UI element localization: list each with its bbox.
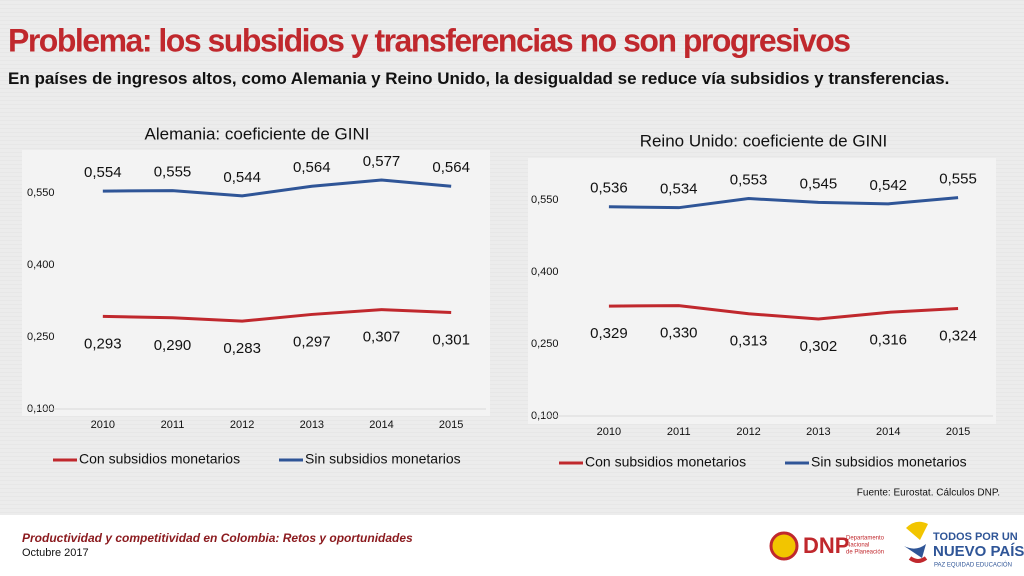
- legend-label: Sin subsidios monetarios: [305, 451, 461, 467]
- data-label: 0,555: [939, 171, 977, 188]
- data-label: 0,302: [800, 338, 838, 355]
- x-tick-label: 2011: [667, 426, 691, 438]
- x-tick-label: 2015: [439, 419, 463, 431]
- data-label: 0,283: [223, 340, 261, 357]
- data-label: 0,307: [363, 329, 401, 346]
- data-label: 0,555: [154, 164, 192, 181]
- x-tick-label: 2013: [300, 419, 324, 431]
- y-tick-label: 0,550: [27, 187, 55, 199]
- y-tick-label: 0,550: [531, 194, 559, 206]
- x-tick-label: 2013: [806, 426, 830, 438]
- data-label: 0,545: [800, 175, 838, 192]
- legend-label: Con subsidios monetarios: [585, 454, 746, 470]
- logo-text: PAZ EQUIDAD EDUCACIÓN: [934, 562, 1012, 569]
- data-label: 0,536: [590, 180, 628, 197]
- chart-title: Reino Unido: coeficiente de GINI: [640, 131, 888, 150]
- logo-text: Nacional: [846, 543, 869, 549]
- logo-text: NUEVO PAÍS: [933, 543, 1024, 560]
- series-line: [102, 178, 452, 198]
- dnp-logo: DNP Departamento Nacional de Planeación: [769, 531, 885, 561]
- data-label: 0,301: [432, 331, 470, 348]
- footer-title: Productividad y competitividad en Colomb…: [22, 531, 413, 545]
- y-tick-label: 0,250: [27, 331, 55, 343]
- x-tick-label: 2012: [736, 426, 760, 438]
- x-tick-label: 2012: [230, 419, 254, 431]
- legend-label: Con subsidios monetarios: [79, 451, 240, 467]
- slide-title: Problema: los subsidios y transferencias…: [8, 22, 850, 58]
- logo-text: TODOS POR UN: [933, 531, 1018, 543]
- x-tick-label: 2014: [369, 419, 393, 431]
- data-label: 0,293: [84, 335, 122, 352]
- source: Fuente: Eurostat. Cálculos DNP.: [857, 488, 1000, 499]
- series-line: [608, 196, 959, 210]
- legend-label: Sin subsidios monetarios: [811, 454, 967, 470]
- data-label: 0,297: [293, 333, 331, 350]
- data-label: 0,316: [869, 331, 907, 348]
- data-label: 0,324: [939, 327, 977, 344]
- logo-shape: [908, 556, 928, 563]
- logo-text: Departamento: [846, 536, 885, 542]
- y-tick-label: 0,250: [531, 338, 559, 350]
- logo-text: de Planeación: [846, 550, 884, 556]
- x-tick-label: 2014: [876, 426, 900, 438]
- logo-emblem: [769, 531, 799, 561]
- y-tick-label: 0,400: [27, 259, 55, 271]
- plot-panel: [22, 150, 490, 416]
- footer-date: Octubre 2017: [22, 547, 89, 559]
- chart-title: Alemania: coeficiente de GINI: [145, 124, 370, 143]
- data-label: 0,330: [660, 325, 698, 342]
- footer-band: [0, 515, 1024, 576]
- data-label: 0,534: [660, 181, 698, 198]
- x-tick-label: 2011: [161, 419, 185, 431]
- y-tick-label: 0,400: [531, 266, 559, 278]
- series-line: [608, 304, 959, 321]
- logo-shape: [904, 544, 926, 558]
- data-label: 0,564: [293, 159, 331, 176]
- data-label: 0,329: [590, 325, 628, 342]
- data-label: 0,313: [730, 333, 768, 350]
- series-line: [102, 308, 452, 323]
- subtitle: En países de ingresos altos, como Aleman…: [8, 69, 950, 88]
- data-label: 0,290: [154, 337, 192, 354]
- data-label: 0,553: [730, 172, 768, 189]
- x-tick-label: 2015: [946, 426, 970, 438]
- data-label: 0,544: [223, 169, 261, 186]
- data-label: 0,564: [432, 159, 470, 176]
- data-label: 0,554: [84, 164, 122, 181]
- data-label: 0,542: [869, 177, 907, 194]
- x-tick-label: 2010: [597, 426, 621, 438]
- data-label: 0,577: [363, 153, 401, 170]
- x-tick-label: 2010: [91, 419, 115, 431]
- logo-shape: [906, 521, 928, 540]
- subtitle-box: En países de ingresos altos, como Aleman…: [8, 69, 950, 88]
- logo-text: DNP: [803, 533, 849, 558]
- gov-logo: TODOS POR UN NUEVO PAÍS PAZ EQUIDAD EDUC…: [904, 521, 1024, 569]
